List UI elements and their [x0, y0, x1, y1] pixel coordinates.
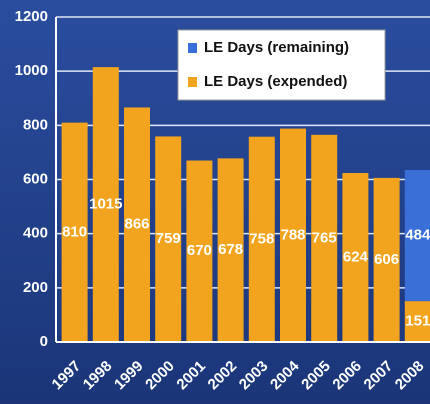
bar-segment — [280, 128, 306, 342]
data-label: 1015 — [89, 196, 122, 213]
data-label: 151 — [405, 313, 430, 330]
bar-segment — [155, 136, 182, 342]
y-tick-label: 1000 — [15, 62, 48, 79]
legend-swatch — [188, 77, 197, 87]
data-label: 759 — [156, 230, 181, 247]
y-tick-label: 800 — [23, 116, 48, 133]
bar-segment — [311, 134, 338, 342]
data-label: 788 — [280, 226, 305, 243]
y-tick-label: 0 — [40, 333, 48, 350]
data-label: 624 — [343, 248, 369, 265]
data-label: 765 — [312, 229, 337, 246]
data-label: 866 — [124, 216, 149, 233]
bar-segment — [404, 301, 430, 342]
data-label: 678 — [218, 241, 243, 258]
y-tick-label: 400 — [23, 225, 48, 242]
bar-segment — [124, 107, 150, 342]
bar-segment — [186, 160, 213, 342]
y-tick-label: 200 — [23, 279, 48, 296]
bar-segment — [217, 158, 244, 342]
data-label: 810 — [62, 223, 87, 240]
legend-box — [177, 29, 386, 101]
bar-segment — [61, 122, 88, 342]
y-tick-label: 1200 — [15, 8, 48, 25]
legend-swatch — [188, 43, 197, 53]
y-tick-label: 600 — [23, 170, 48, 187]
bar-segment — [404, 170, 430, 302]
data-label: 758 — [249, 230, 274, 247]
legend-label: LE Days (remaining) — [204, 39, 349, 56]
bar-segment — [92, 67, 119, 343]
data-label: 484 — [405, 227, 430, 244]
bar-segment — [342, 173, 369, 342]
data-label: 670 — [187, 242, 212, 259]
bar-segment — [373, 177, 400, 342]
data-label: 606 — [374, 251, 399, 268]
legend-label: LE Days (expended) — [204, 73, 347, 90]
bar-segment — [248, 136, 275, 342]
